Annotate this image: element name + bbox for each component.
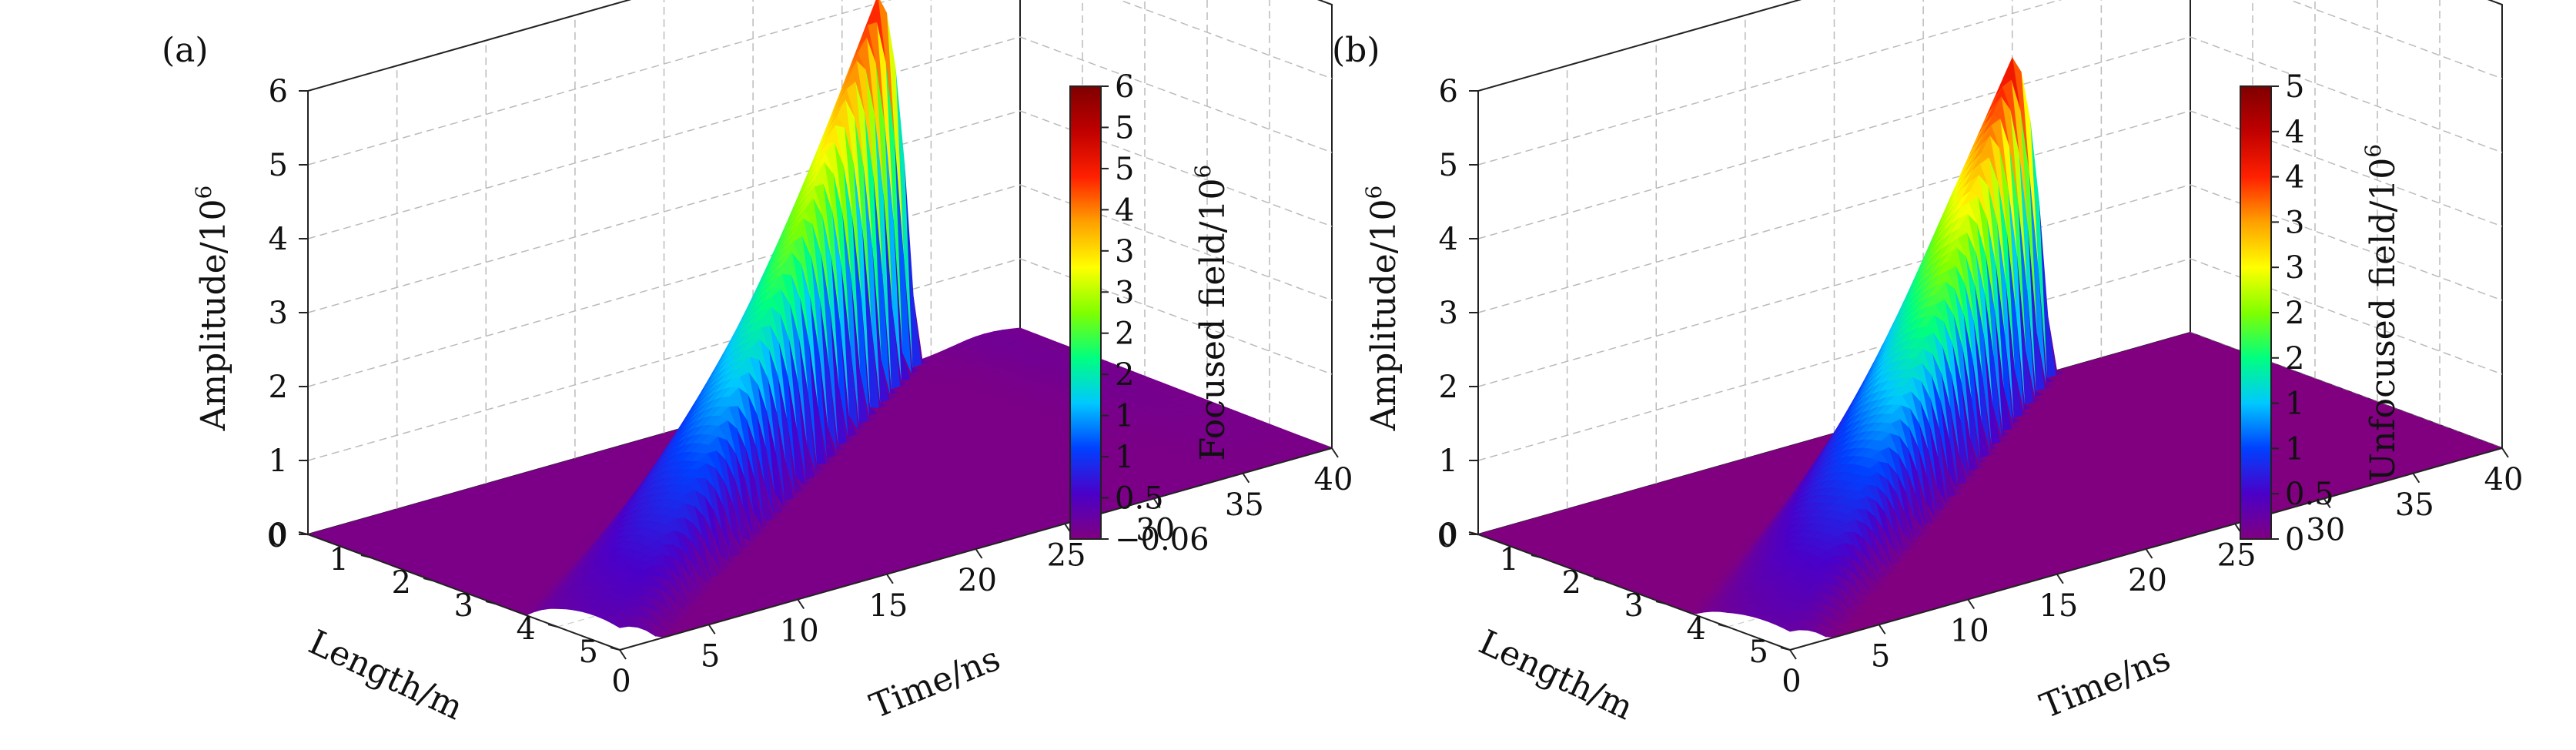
length-axis-label: Length/m <box>303 622 469 728</box>
length-tick-label: 0 <box>267 519 286 554</box>
time-tick-mark <box>708 624 716 634</box>
length-tick-label: 4 <box>517 611 536 647</box>
time-tick-label: 40 <box>1314 462 1353 497</box>
time-tick-label: 10 <box>780 614 819 649</box>
z-tick-label: 1 <box>269 444 288 479</box>
colorbar-tick-label: 4 <box>1115 193 1134 228</box>
colorbar-tick-label: 0.5 <box>1115 481 1164 517</box>
colorbar-tick-label: 1 <box>1115 440 1134 475</box>
z-gridline <box>307 0 1333 166</box>
time-tick-mark <box>1242 473 1250 484</box>
colorbar-tick-label: 3 <box>1115 275 1134 310</box>
time-tick-label: 0 <box>611 664 631 699</box>
z-gridline <box>307 184 1333 387</box>
time-tick-label: 20 <box>958 563 997 598</box>
colorbar-tick-label: 1 <box>1115 399 1134 434</box>
time-tick-label: 35 <box>1225 487 1264 523</box>
colorbar-tick-label: 3 <box>1115 234 1134 270</box>
length-tick-label: 1 <box>330 542 349 578</box>
z-gridline <box>307 36 1333 239</box>
time-tick-mark <box>886 574 894 584</box>
time-tick-label: 15 <box>868 588 908 624</box>
time-tick-label: 25 <box>1047 537 1086 573</box>
colorbar-tick-label: −0.06 <box>1115 522 1209 557</box>
time-tick-mark <box>975 548 983 559</box>
length-tick-label: 5 <box>579 634 598 670</box>
panel-b: 01234560123450510152025303540Amplitude/1… <box>1332 0 2523 728</box>
length-tick-label: 2 <box>392 565 411 601</box>
z-tick-label: 4 <box>269 222 288 257</box>
z-gridline <box>307 110 1333 313</box>
z-tick-label: 3 <box>269 296 288 331</box>
z-gridline <box>307 258 1333 461</box>
surface <box>1477 56 2504 638</box>
length-tick-label: 3 <box>454 588 473 624</box>
z-tick-label: 2 <box>269 370 288 405</box>
z-axis-label: Amplitude/106 <box>191 186 233 432</box>
colorbar: 6 5 5 4 3 3 2 2 1 1 0.5 −0.06 Focused field/106 <box>1069 69 1233 557</box>
panel-a: 01234560123450510152025303540Amplitude/1… <box>162 0 1353 728</box>
time-tick-label: 5 <box>701 638 720 674</box>
time-tick-mark <box>797 598 805 610</box>
colorbar-tick-label: 5 <box>1115 152 1134 187</box>
time-tick-mark <box>619 649 627 660</box>
colorbar-tick-label: 6 <box>1115 69 1134 105</box>
z-tick-label: 5 <box>269 148 288 183</box>
colorbar-label-sup: 6 <box>1190 165 1216 179</box>
colorbar-tick-label: 2 <box>1115 357 1134 393</box>
colorbar-tick-label: 2 <box>1115 316 1134 352</box>
time-axis-label: Time/ns <box>865 639 1005 727</box>
colorbar-gradient <box>1069 85 1102 540</box>
z-tick-label: 6 <box>269 74 288 109</box>
colorbar-tick-label: 5 <box>1115 110 1134 146</box>
z-axis-label-sup: 6 <box>191 186 216 199</box>
time-tick-mark <box>1331 447 1339 458</box>
colorbar-label: Focused field/106 <box>1190 165 1233 461</box>
panel-label: (a) <box>162 31 209 70</box>
